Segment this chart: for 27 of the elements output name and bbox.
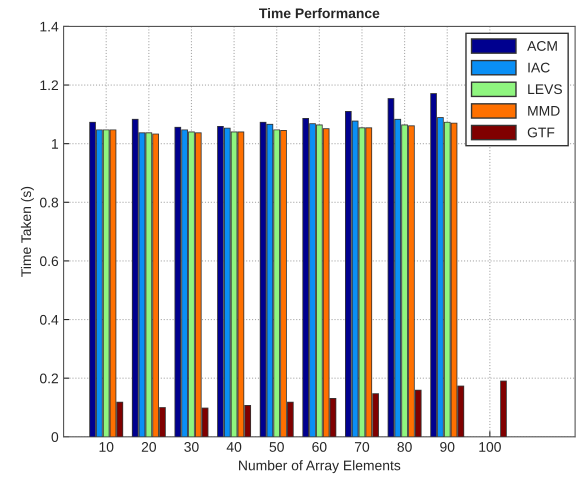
y-tick-label: 0.4 [40,314,58,325]
x-tick-label: 80 [397,442,412,452]
x-tick-label: 20 [142,442,156,452]
x-tick-label: 10 [100,442,114,452]
legend-label: LEVS [528,84,562,94]
x-tick-label: 50 [270,442,284,452]
x-tick-label: 100 [479,442,501,452]
legend-label: ACM [527,41,557,51]
y-tick-label: 1.4 [40,22,58,32]
x-tick-label: 60 [312,442,327,452]
chart-title: Time Performance [259,8,380,18]
y-tick-label: 0.2 [40,374,58,384]
y-tick-label: 0 [52,432,58,442]
legend-label: GTF [528,128,554,138]
y-tick-label: 0.6 [40,256,58,266]
x-tick-label: 90 [440,442,454,452]
legend-label: IAC [528,62,550,72]
bar [500,380,507,437]
y-tick-label: 1.2 [40,80,58,90]
y-tick-label: 0.8 [40,198,58,208]
y-tick-label: 1 [52,139,58,149]
x-tick-label: 30 [184,442,199,452]
legend-label: MMD [528,106,560,116]
x-tick-label: 40 [226,442,242,452]
y-axis-title: Time Taken (s) [20,186,34,277]
x-axis-title: Number of Array Elements [239,460,400,474]
x-tick-label: 70 [354,442,370,452]
